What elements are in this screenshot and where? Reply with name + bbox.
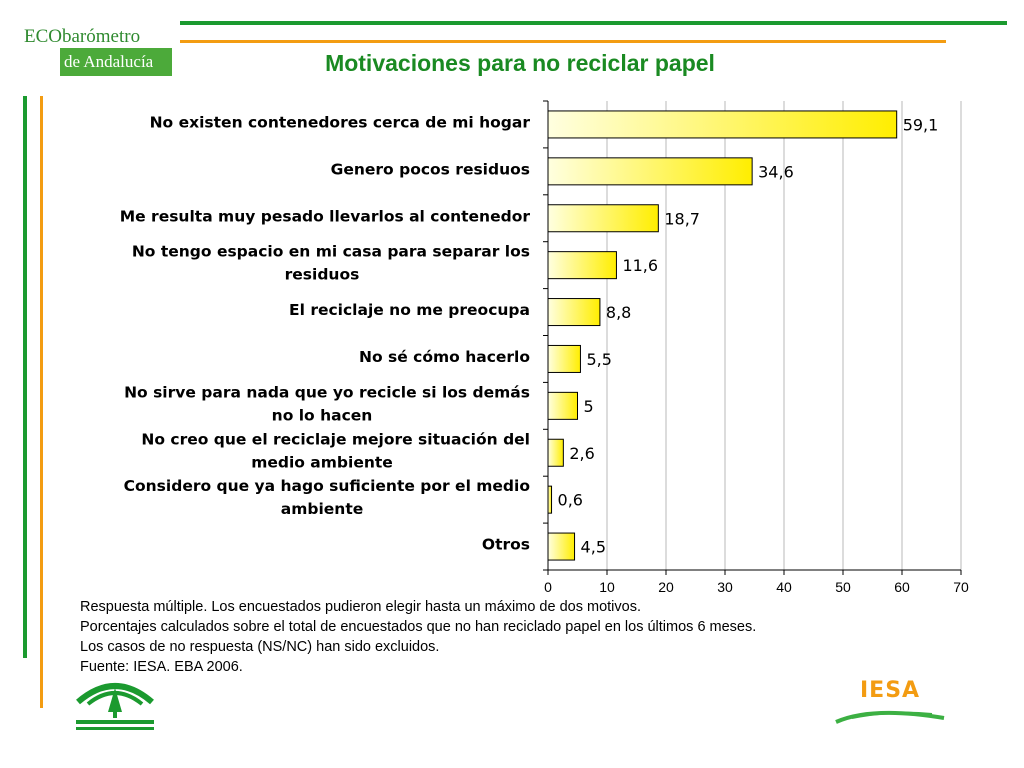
bar: [547, 485, 553, 514]
header-orange-line: [180, 40, 946, 43]
category-label: No sirve para nada que yo recicle si los…: [124, 383, 530, 401]
chart-title: Motivaciones para no reciclar papel: [325, 50, 715, 76]
category-label: No existen contenedores cerca de mi hoga…: [150, 113, 531, 131]
bar: [547, 251, 617, 280]
data-label: 11,6: [622, 256, 658, 275]
note-line: Respuesta múltiple. Los encuestados pudi…: [80, 599, 641, 615]
x-tick-label: 60: [894, 579, 910, 595]
x-tick-label: 10: [599, 579, 615, 595]
bar: [547, 532, 576, 561]
data-label: 18,7: [664, 209, 700, 228]
data-label: 5,5: [586, 350, 611, 369]
data-label: 5: [584, 397, 594, 416]
category-label: El reciclaje no me preocupa: [289, 301, 530, 319]
note-line: Los casos de no respuesta (NS/NC) han si…: [80, 639, 440, 655]
category-label: No tengo espacio en mi casa para separar…: [132, 243, 530, 261]
x-tick-label: 50: [835, 579, 851, 595]
iesa-logo: IESA: [832, 678, 952, 728]
logo-bottom-text: de Andalucía: [60, 48, 172, 76]
bar: [547, 157, 753, 186]
data-label: 59,1: [903, 115, 939, 134]
x-tick-label: 0: [544, 579, 552, 595]
data-label: 4,5: [581, 538, 606, 557]
ecobarometro-logo: ECObarómetro de Andalucía: [22, 26, 172, 78]
bar: [547, 298, 601, 327]
bar: [547, 110, 898, 139]
data-label: 0,6: [558, 491, 583, 510]
note-line: Fuente: IESA. EBA 2006.: [80, 659, 243, 675]
category-label: No creo que el reciclaje mejore situació…: [141, 430, 530, 448]
note-line: Porcentajes calculados sobre el total de…: [80, 619, 757, 635]
left-green-line: [23, 96, 27, 658]
chart-notes: Respuesta múltiple. Los encuestados pudi…: [80, 597, 756, 677]
bar: [547, 391, 578, 420]
category-label: no lo hacen: [272, 406, 373, 424]
x-tick-label: 70: [953, 579, 969, 595]
bar-chart: 0 10 20 30 40 50 60 70 59,1 No existen contenedor…: [120, 100, 969, 595]
junta-andalucia-logo: [70, 672, 160, 734]
category-label: Genero pocos residuos: [331, 160, 530, 178]
bar: [547, 344, 581, 373]
left-orange-line: [40, 96, 43, 708]
category-label: medio ambiente: [251, 453, 393, 471]
logo-top-text: ECObarómetro: [24, 26, 141, 47]
category-label: Otros: [482, 536, 530, 554]
x-tick-label: 20: [658, 579, 674, 595]
x-tick-label: 30: [717, 579, 733, 595]
x-tick-label: 40: [776, 579, 792, 595]
header-green-line: [180, 21, 1007, 25]
bar: [547, 204, 659, 233]
category-label: No sé cómo hacerlo: [359, 348, 530, 366]
bar: [547, 438, 564, 467]
iesa-logo-text: IESA: [860, 678, 921, 703]
category-label: Me resulta muy pesado llevarlos al conte…: [120, 207, 531, 225]
data-label: 2,6: [569, 444, 594, 463]
category-label: residuos: [285, 266, 360, 284]
category-label: Considero que ya hago suficiente por el …: [124, 477, 530, 495]
category-label: ambiente: [281, 500, 364, 518]
data-label: 8,8: [606, 303, 631, 322]
data-label: 34,6: [758, 162, 794, 181]
